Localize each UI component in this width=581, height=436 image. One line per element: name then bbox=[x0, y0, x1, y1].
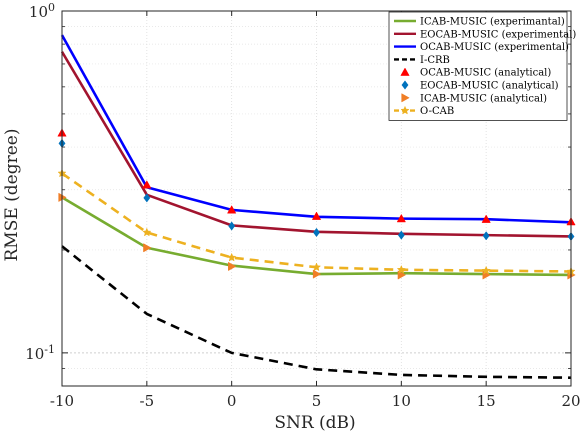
data-point bbox=[142, 227, 152, 237]
data-point bbox=[228, 221, 236, 231]
data-point bbox=[397, 270, 407, 280]
series-line bbox=[61, 245, 572, 379]
data-point bbox=[397, 230, 405, 240]
legend-item: ICAB-MUSIC (analytical) bbox=[401, 93, 547, 104]
series-layer bbox=[57, 34, 576, 379]
x-tick-label: -5 bbox=[140, 392, 155, 410]
x-tick-label: -10 bbox=[50, 392, 74, 410]
legend-label: OCAB-MUSIC (experimental) bbox=[420, 42, 569, 53]
legend-item: EOCAB-MUSIC (analytical) bbox=[401, 80, 559, 92]
legend-item: O-CAB bbox=[394, 105, 454, 117]
legend-label: EOCAB-MUSIC (experimental) bbox=[420, 29, 576, 40]
legend-item: OCAB-MUSIC (analytical) bbox=[400, 67, 551, 79]
legend-marker bbox=[401, 93, 410, 103]
legend-item: ICAB-MUSIC (experimantal) bbox=[394, 17, 565, 28]
data-point bbox=[311, 211, 322, 220]
legend-item: OCAB-MUSIC (experimental) bbox=[394, 42, 569, 53]
data-point bbox=[396, 264, 406, 274]
data-point bbox=[312, 269, 322, 279]
legend-label: O-CAB bbox=[420, 106, 454, 117]
data-point bbox=[227, 252, 237, 262]
x-tick-label: 0 bbox=[227, 392, 237, 410]
y-axis-label: RMSE (degree) bbox=[2, 128, 22, 261]
series-7 bbox=[57, 168, 576, 276]
data-point bbox=[482, 231, 490, 241]
data-point bbox=[481, 214, 491, 223]
x-tick-label: 20 bbox=[561, 392, 580, 410]
legend-label: OCAB-MUSIC (analytical) bbox=[420, 68, 551, 79]
data-point bbox=[396, 213, 406, 223]
legend-label: ICAB-MUSIC (analytical) bbox=[420, 93, 547, 104]
tick-labels: -10 -5 0 5 10 15 20 10-1 100 bbox=[25, 1, 580, 410]
legend-label: EOCAB-MUSIC (analytical) bbox=[420, 81, 559, 92]
data-point bbox=[142, 180, 152, 189]
x-tick-label: 10 bbox=[392, 392, 411, 410]
y-tick-label: 100 bbox=[29, 1, 55, 21]
data-point bbox=[143, 193, 151, 203]
x-tick-label: 5 bbox=[312, 392, 322, 410]
legend: ICAB-MUSIC (experimantal)EOCAB-MUSIC (ex… bbox=[388, 11, 576, 121]
legend-label: I-CRB bbox=[420, 55, 450, 66]
legend-item: I-CRB bbox=[394, 55, 450, 66]
x-tick-label: 15 bbox=[477, 392, 496, 410]
data-point bbox=[311, 262, 322, 272]
data-point bbox=[227, 205, 237, 214]
legend-box bbox=[388, 11, 568, 121]
series-3 bbox=[61, 245, 572, 379]
series-6 bbox=[58, 192, 576, 280]
legend-item: EOCAB-MUSIC (experimental) bbox=[394, 29, 576, 40]
data-point bbox=[313, 227, 320, 238]
legend-marker bbox=[400, 67, 410, 76]
y-tick-label: 10-1 bbox=[25, 343, 55, 363]
data-point bbox=[143, 243, 152, 253]
legend-label: ICAB-MUSIC (experimantal) bbox=[420, 17, 565, 28]
x-axis-label: SNR (dB) bbox=[274, 413, 355, 433]
data-point bbox=[228, 261, 237, 272]
data-point bbox=[481, 265, 491, 275]
legend-marker bbox=[401, 80, 409, 90]
legend-marker bbox=[400, 105, 410, 115]
series-5 bbox=[58, 138, 575, 242]
